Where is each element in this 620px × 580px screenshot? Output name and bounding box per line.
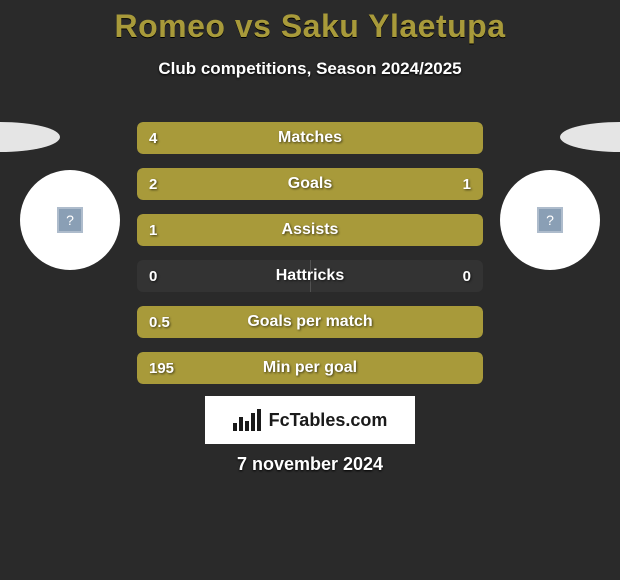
page-title: Romeo vs Saku Ylaetupa xyxy=(0,0,620,45)
avatar-right: ? xyxy=(500,170,600,270)
avatar-right-badge: ? xyxy=(537,207,563,233)
stat-bar: 0.5Goals per match xyxy=(137,306,483,338)
page-subtitle: Club competitions, Season 2024/2025 xyxy=(0,59,620,79)
avatar-left: ? xyxy=(20,170,120,270)
bar-fill-left xyxy=(137,168,365,200)
decor-ellipse-right xyxy=(560,122,620,152)
stats-bars: 4Matches21Goals1Assists00Hattricks0.5Goa… xyxy=(137,122,483,384)
date-label: 7 november 2024 xyxy=(0,454,620,475)
chart-icon xyxy=(233,409,261,431)
stat-bar: 21Goals xyxy=(137,168,483,200)
stat-bar: 195Min per goal xyxy=(137,352,483,384)
bar-fill-right xyxy=(365,168,483,200)
stat-bar: 00Hattricks xyxy=(137,260,483,292)
bar-fill xyxy=(137,214,483,246)
avatar-left-badge: ? xyxy=(57,207,83,233)
stat-bar: 4Matches xyxy=(137,122,483,154)
stat-value-left: 0 xyxy=(137,260,169,292)
brand-logo: FcTables.com xyxy=(205,396,415,444)
stat-value-right: 0 xyxy=(451,260,483,292)
stat-bar: 1Assists xyxy=(137,214,483,246)
bar-fill xyxy=(137,122,483,154)
bar-fill xyxy=(137,306,483,338)
bar-seam xyxy=(310,260,311,292)
bar-fill xyxy=(137,352,483,384)
decor-ellipse-left xyxy=(0,122,60,152)
brand-text: FcTables.com xyxy=(269,410,388,431)
